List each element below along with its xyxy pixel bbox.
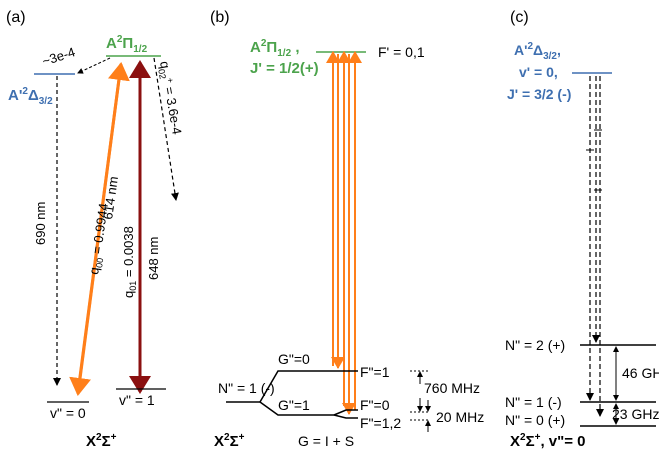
a-q02-arrow xyxy=(153,57,179,201)
panel-b: (b) A2Π1/2 , J' = 1/2(+) F' = 0,1 N" = 1… xyxy=(210,9,484,450)
a-q01-label: q01 = 0.0038 xyxy=(121,226,138,298)
b-g1-branch xyxy=(259,401,334,416)
c-n0-label: N" = 0 (+) xyxy=(505,412,565,428)
a-delta-state-label: A'2Δ3/2 xyxy=(8,86,53,107)
panel-a-label: (a) xyxy=(6,9,26,26)
panel-a: (a) A2Π1/2 A'2Δ3/2 ~3e-4 q02+ = 3.6e-4 6… xyxy=(6,9,185,450)
b-fprime-label: F' = 0,1 xyxy=(378,44,425,60)
panel-c: (c) A'2Δ3/2, v' = 0, J' = 3/2 (-) N" = 2… xyxy=(505,9,659,450)
a-branch-delta-label: ~3e-4 xyxy=(40,44,77,69)
a-690-label: 690 nm xyxy=(33,202,48,245)
b-j-label: J' = 1/2(+) xyxy=(250,60,319,77)
b-f0-label: F"=0 xyxy=(360,397,390,413)
b-760-label: 760 MHz xyxy=(424,380,480,396)
b-20-label: 20 MHz xyxy=(436,409,484,425)
a-upper-state-label: A2Π1/2 xyxy=(106,34,148,55)
b-ground-state-label: X2Σ+ xyxy=(214,432,245,450)
a-branch-delta-arrow xyxy=(77,57,111,74)
a-q02-label: q02+ = 3.6e-4 xyxy=(155,60,185,136)
b-g1-label: G"=1 xyxy=(278,397,310,413)
a-614-arrow-down xyxy=(69,63,123,396)
b-f1-label: F"=1 xyxy=(360,364,390,380)
a-614-label: 614 nm xyxy=(100,175,121,220)
panel-c-label: (c) xyxy=(510,9,529,26)
c-v-label: v' = 0, xyxy=(519,64,558,80)
b-n-label: N" = 1 (-) xyxy=(218,380,275,396)
c-j-label: J' = 3/2 (-) xyxy=(507,86,571,102)
b-upper-state-label: A2Π1/2 , xyxy=(250,38,300,59)
b-f12-branch xyxy=(333,414,358,419)
c-ground-state-label: X2Σ+, v"= 0 xyxy=(510,432,586,450)
b-f12-label: F"=1,2 xyxy=(360,415,401,431)
a-v1-label: v" = 1 xyxy=(119,392,155,408)
a-ground-state-label: X2Σ+ xyxy=(86,432,117,450)
panel-b-label: (b) xyxy=(210,9,230,26)
b-g0-branch xyxy=(259,370,358,403)
c-n1-label: N" = 1 (-) xyxy=(505,394,562,410)
b-g0-label: G"=0 xyxy=(278,351,310,367)
a-v0-label: v" = 0 xyxy=(50,405,86,421)
b-g-eq-label: G = I + S xyxy=(298,433,354,449)
b-f0-branch xyxy=(333,409,358,416)
c-n2-label: N" = 2 (+) xyxy=(505,337,565,353)
c-upper-state-label: A'2Δ3/2, xyxy=(514,41,561,62)
c-23-label: 23 GHz xyxy=(612,406,659,422)
c-46-label: 46 GHz xyxy=(622,365,659,381)
a-648-label: 648 nm xyxy=(146,237,161,280)
